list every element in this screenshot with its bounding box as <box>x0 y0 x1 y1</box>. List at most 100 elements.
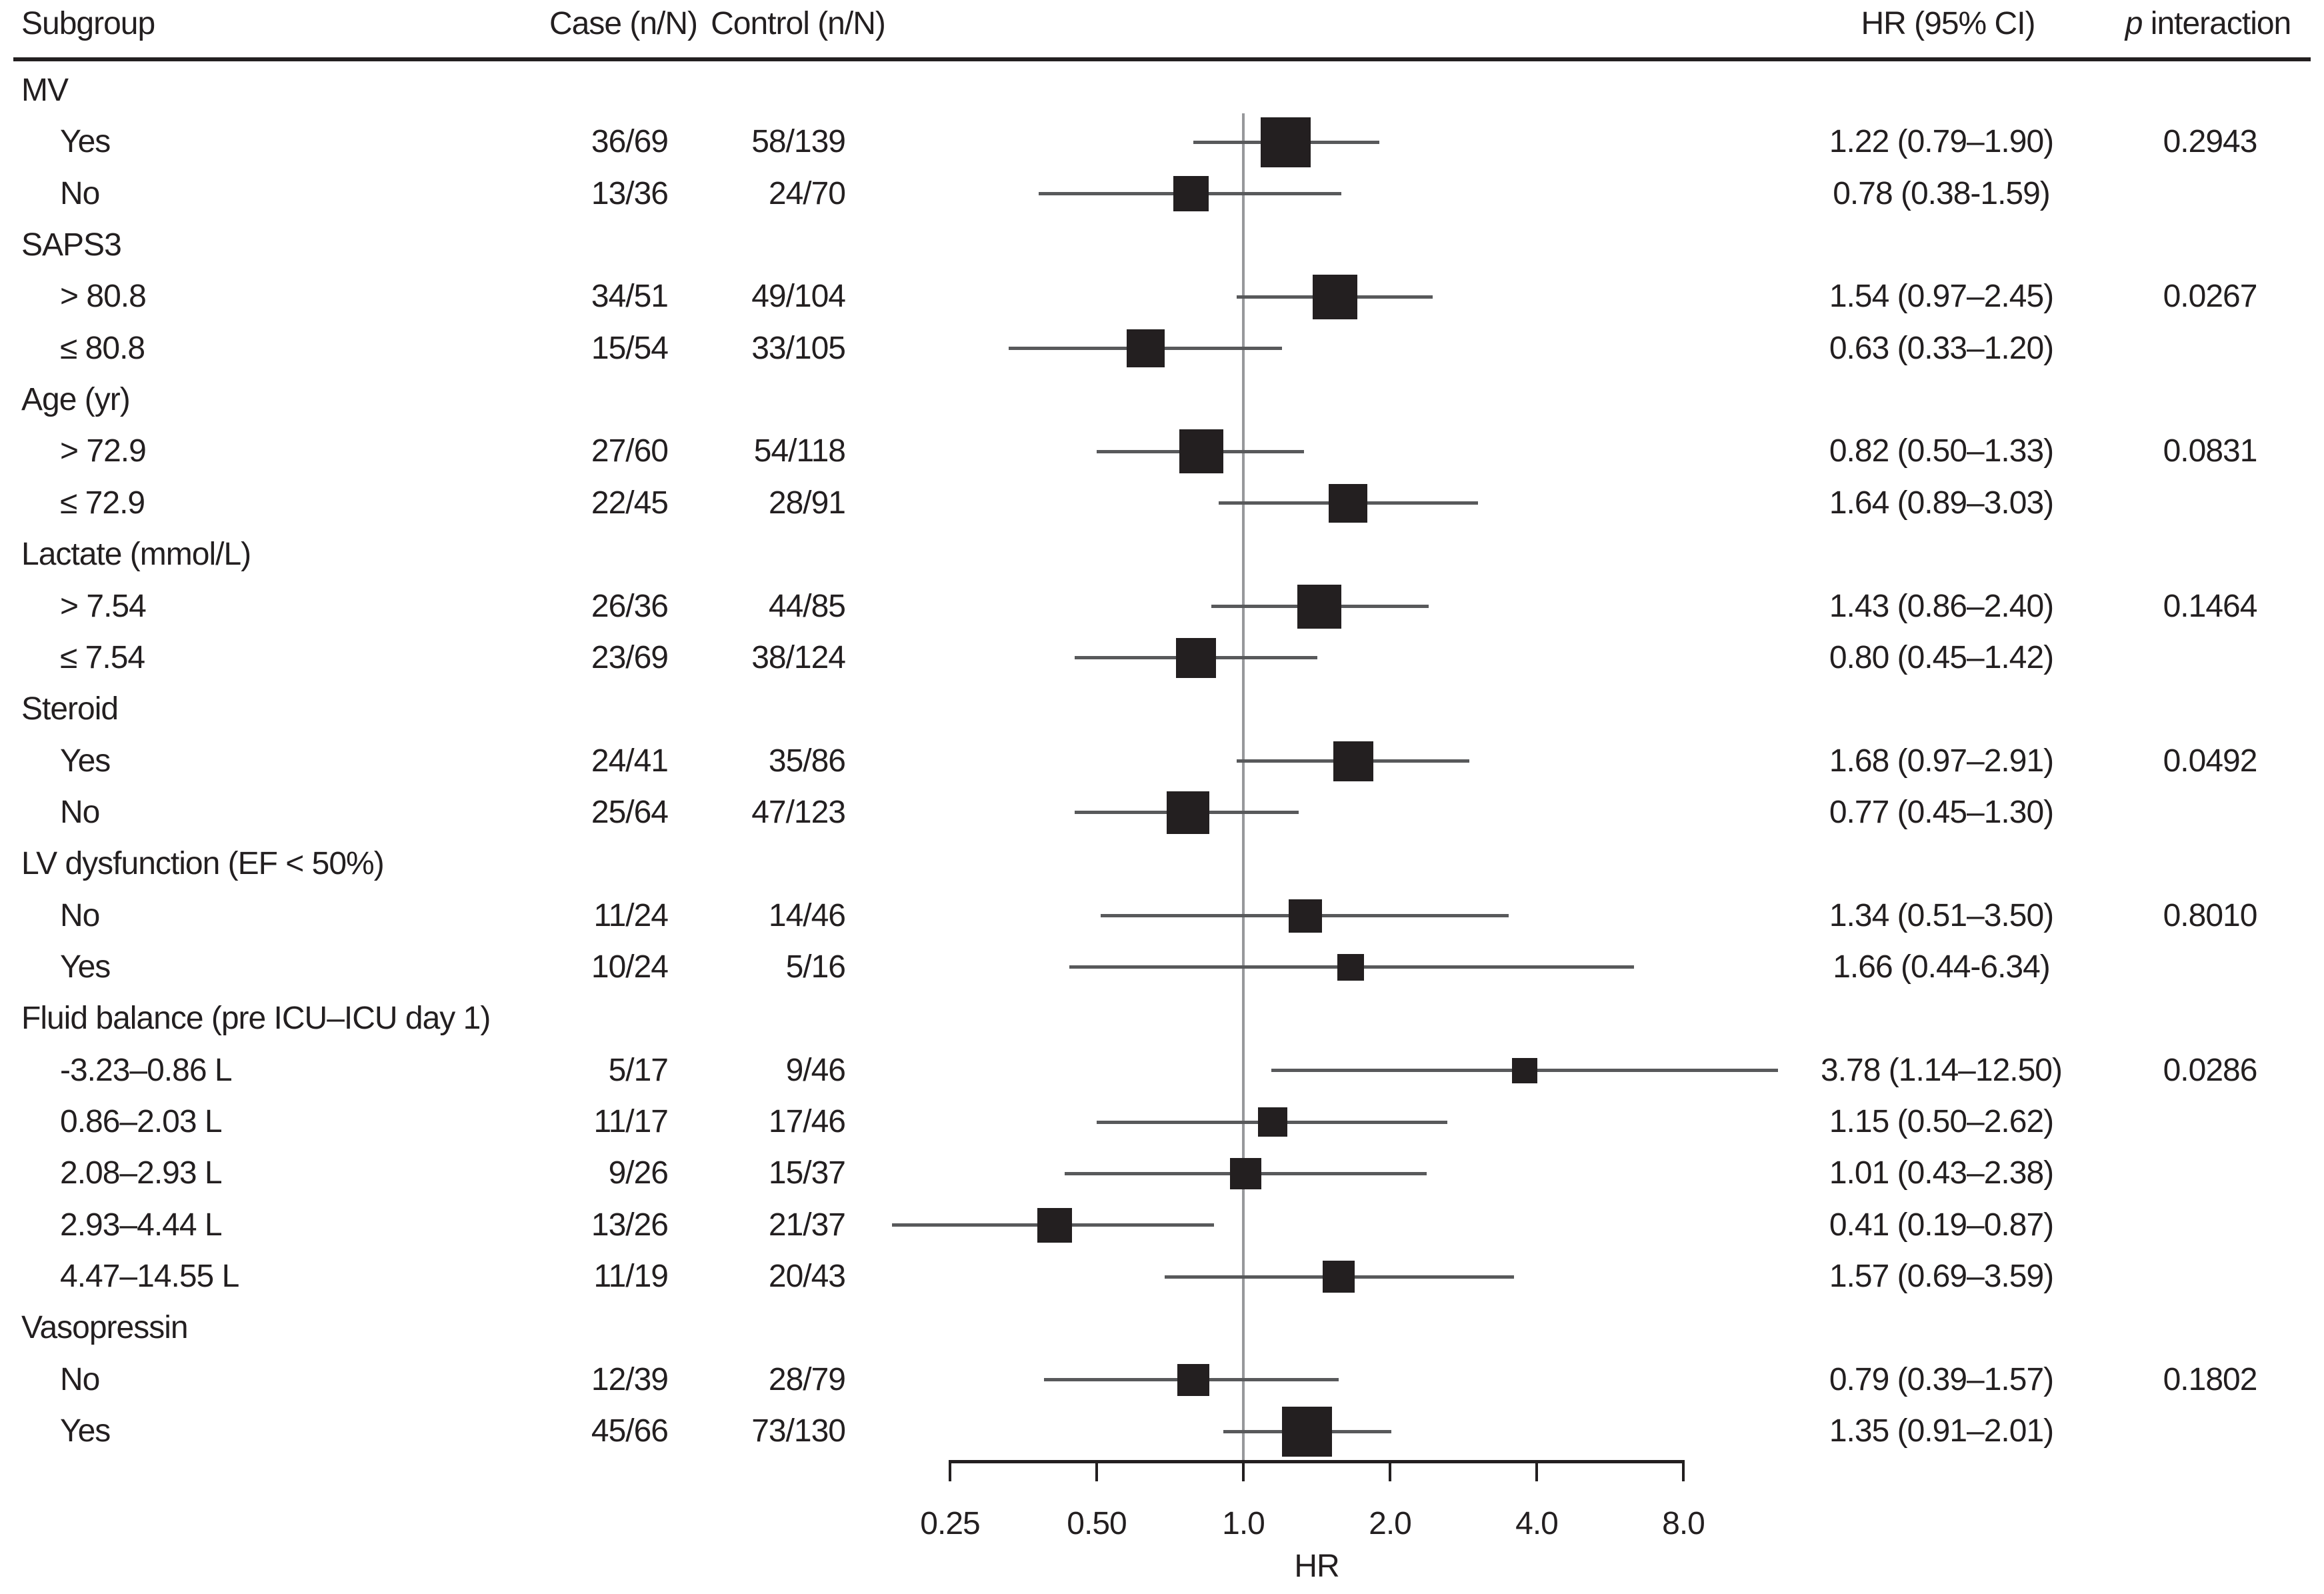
group-label: Lactate (mmol/L) <box>21 537 251 573</box>
hr-point-square <box>1179 429 1223 474</box>
x-axis-tick <box>1095 1460 1098 1481</box>
subgroup-label: ≤ 7.54 <box>60 639 145 675</box>
x-axis-tick-label: 4.0 <box>1515 1506 1559 1541</box>
hr-ci-text: 1.34 (0.51–3.50) <box>1829 897 2054 933</box>
column-header-control: Control (n/N) <box>711 6 886 41</box>
control-count: 28/79 <box>768 1361 846 1397</box>
group-label: SAPS3 <box>21 227 122 263</box>
group-label: Steroid <box>21 691 119 727</box>
hr-point-square <box>1260 117 1311 167</box>
hr-ci-text: 0.63 (0.33–1.20) <box>1829 330 2054 366</box>
hr-point-square <box>1258 1107 1288 1137</box>
control-count: 35/86 <box>768 743 846 779</box>
hr-ci-text: 1.57 (0.69–3.59) <box>1829 1259 2054 1295</box>
subgroup-label: ≤ 72.9 <box>60 485 145 521</box>
case-count: 11/24 <box>593 897 669 933</box>
x-axis-tick <box>1389 1460 1391 1481</box>
case-count: 27/60 <box>591 433 669 469</box>
subgroup-label: > 80.8 <box>60 279 147 315</box>
hr-ci-text: 0.80 (0.45–1.42) <box>1829 639 2054 675</box>
hr-point-square <box>1512 1057 1538 1083</box>
subgroup-label: No <box>60 794 100 830</box>
x-axis-tick <box>1682 1460 1685 1481</box>
hr-ci-text: 1.01 (0.43–2.38) <box>1829 1155 2054 1191</box>
hr-ci-text: 1.54 (0.97–2.45) <box>1829 279 2054 315</box>
hr-ci-text: 1.22 (0.79–1.90) <box>1829 124 2054 160</box>
hr-point-square <box>1337 953 1364 981</box>
subgroup-label: 0.86–2.03 L <box>60 1104 223 1139</box>
p-interaction-value: 0.0286 <box>2163 1052 2258 1088</box>
subgroup-label: Yes <box>60 949 111 985</box>
control-count: 5/16 <box>785 949 846 985</box>
x-axis-label: HR <box>1294 1549 1339 1584</box>
case-count: 25/64 <box>591 794 669 830</box>
control-count: 24/70 <box>768 175 846 211</box>
hr-ci-text: 0.79 (0.39–1.57) <box>1829 1361 2054 1397</box>
case-count: 12/39 <box>591 1361 669 1397</box>
hr-point-square <box>1312 274 1357 319</box>
group-label: Age (yr) <box>21 382 131 418</box>
p-interaction-value: 0.1464 <box>2163 588 2258 624</box>
p-interaction-value: 0.2943 <box>2163 124 2258 160</box>
column-header-subgroup: Subgroup <box>21 6 155 41</box>
control-count: 20/43 <box>768 1259 846 1295</box>
control-count: 28/91 <box>768 485 846 521</box>
hr-point-square <box>1176 637 1217 678</box>
hr-ci-text: 0.77 (0.45–1.30) <box>1829 794 2054 830</box>
p-interaction-value: 0.0492 <box>2163 743 2258 779</box>
subgroup-label: No <box>60 897 100 933</box>
subgroup-label: Yes <box>60 1413 111 1449</box>
reference-line-hr-1 <box>1242 113 1245 1461</box>
group-label: Vasopressin <box>21 1310 189 1346</box>
group-label: Fluid balance (pre ICU–ICU day 1) <box>21 1001 491 1037</box>
hr-ci-text: 1.66 (0.44-6.34) <box>1833 949 2051 985</box>
hr-ci-text: 3.78 (1.14–12.50) <box>1821 1052 2063 1088</box>
control-count: 33/105 <box>751 330 846 366</box>
p-interaction-value: 0.0831 <box>2163 433 2258 469</box>
group-label: MV <box>21 73 69 108</box>
hr-point-square <box>1288 899 1322 933</box>
control-count: 49/104 <box>751 279 846 315</box>
x-axis-tick-label: 0.25 <box>920 1506 980 1541</box>
control-count: 38/124 <box>751 639 846 675</box>
case-count: 22/45 <box>591 485 669 521</box>
control-count: 14/46 <box>768 897 846 933</box>
case-count: 23/69 <box>591 639 669 675</box>
control-count: 21/37 <box>768 1207 846 1243</box>
subgroup-label: No <box>60 1361 100 1397</box>
control-count: 58/139 <box>751 124 846 160</box>
control-count: 9/46 <box>785 1052 846 1088</box>
x-axis-tick <box>1242 1460 1245 1481</box>
subgroup-label: Yes <box>60 124 111 160</box>
hr-point-square <box>1229 1157 1261 1189</box>
case-count: 15/54 <box>591 330 669 366</box>
case-count: 24/41 <box>591 743 669 779</box>
hr-ci-text: 1.35 (0.91–2.01) <box>1829 1413 2054 1449</box>
case-count: 45/66 <box>591 1413 669 1449</box>
subgroup-label: 2.93–4.44 L <box>60 1207 223 1243</box>
control-count: 47/123 <box>751 794 846 830</box>
subgroup-label: Yes <box>60 743 111 779</box>
case-count: 5/17 <box>608 1052 669 1088</box>
case-count: 13/36 <box>591 175 669 211</box>
hr-point-square <box>1173 176 1209 212</box>
hr-point-square <box>1323 1261 1355 1293</box>
case-count: 11/19 <box>593 1259 669 1295</box>
p-interaction-value: 0.8010 <box>2163 897 2258 933</box>
case-count: 11/17 <box>593 1104 669 1139</box>
p-interaction-rest: interaction <box>2142 6 2291 41</box>
control-count: 17/46 <box>768 1104 846 1139</box>
subgroup-label: 2.08–2.93 L <box>60 1155 223 1191</box>
x-axis-tick-label: 2.0 <box>1369 1506 1412 1541</box>
hr-ci-text: 1.15 (0.50–2.62) <box>1829 1104 2054 1139</box>
control-count: 44/85 <box>768 588 846 624</box>
hr-ci-text: 0.41 (0.19–0.87) <box>1829 1207 2054 1243</box>
x-axis-line <box>949 1460 1685 1463</box>
column-header-hr-ci: HR (95% CI) <box>1861 6 2035 41</box>
hr-ci-text: 1.43 (0.86–2.40) <box>1829 588 2054 624</box>
hr-point-square <box>1329 483 1367 523</box>
case-count: 36/69 <box>591 124 669 160</box>
subgroup-label: 4.47–14.55 L <box>60 1259 239 1295</box>
x-axis-tick-label: 0.50 <box>1067 1506 1127 1541</box>
